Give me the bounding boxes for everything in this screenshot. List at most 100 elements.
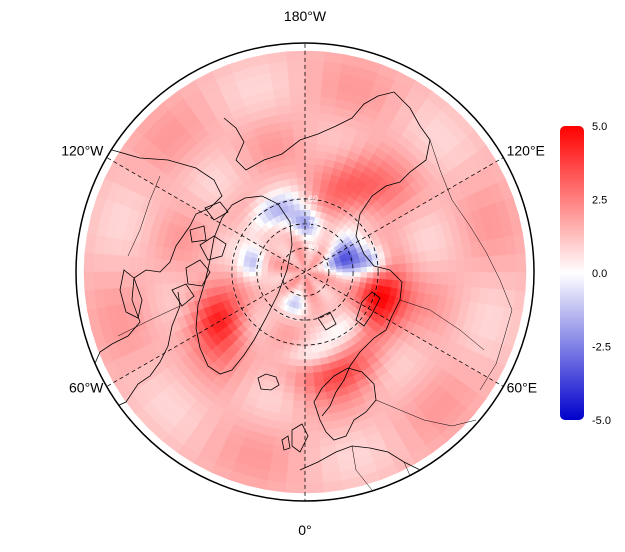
field-cell <box>287 78 306 89</box>
field-cell <box>335 271 343 276</box>
field-cell <box>243 260 251 268</box>
arctic-archipelago-coast <box>171 201 229 307</box>
field-cell <box>190 271 199 283</box>
field-cell <box>496 271 508 290</box>
field-cell <box>210 271 219 281</box>
field-cell <box>242 266 251 273</box>
field-cell <box>83 271 95 292</box>
field-cell <box>297 345 306 354</box>
field-cell <box>304 455 323 466</box>
field-cell <box>300 308 306 316</box>
field-cell <box>298 203 306 211</box>
field-cell <box>288 178 298 187</box>
field-cell <box>288 446 306 457</box>
field-cell <box>249 266 257 273</box>
field-cell <box>292 332 300 341</box>
field-cell <box>290 112 306 122</box>
field-cell <box>390 279 399 289</box>
field-cell <box>312 357 322 366</box>
field-cell <box>304 385 316 394</box>
field-cell <box>236 259 245 267</box>
field-cell <box>297 352 306 360</box>
field-cell <box>463 257 473 273</box>
field-cell <box>304 184 313 192</box>
field-cell <box>455 257 465 273</box>
novaya-zemlya-coast <box>355 291 381 327</box>
field-cell <box>488 254 499 273</box>
field-cell <box>411 261 420 273</box>
field-cell <box>304 203 312 211</box>
field-cell <box>129 256 139 273</box>
field-cell <box>304 371 315 380</box>
field-cell <box>304 234 309 242</box>
field-cell <box>304 78 323 89</box>
field-cell <box>249 262 257 269</box>
field-cell <box>304 96 321 106</box>
field-cell <box>287 69 306 81</box>
svalbard-coast <box>317 311 337 331</box>
field-cell <box>496 254 508 273</box>
field-cell <box>291 414 306 424</box>
field-cell <box>353 271 361 278</box>
longitude-label: 60°W <box>69 380 104 396</box>
field-cell <box>267 268 275 273</box>
field-cell <box>404 271 413 282</box>
field-cell <box>304 69 323 81</box>
field-cell <box>211 279 220 289</box>
field-cell <box>440 271 449 285</box>
field-cell <box>471 271 481 288</box>
field-cell <box>304 365 315 374</box>
field-cell <box>390 255 399 265</box>
field-cell <box>292 128 306 137</box>
field-cell <box>455 271 465 287</box>
latitude-label: 80 <box>308 243 318 253</box>
latitude-label: 70 <box>308 219 318 229</box>
field-cell <box>242 271 251 278</box>
field-cell <box>301 302 306 310</box>
field-cell <box>217 271 225 280</box>
field-cell <box>297 190 306 199</box>
field-cell <box>304 414 319 424</box>
field-cell <box>292 407 306 416</box>
field-cell <box>289 351 299 360</box>
field-cell <box>300 314 306 322</box>
field-cell <box>515 271 527 292</box>
bering-coast <box>223 91 395 171</box>
field-cell <box>304 60 324 72</box>
field-cell <box>312 178 322 187</box>
field-cell <box>297 184 306 192</box>
field-cell <box>120 255 131 273</box>
longitude-label: 60°E <box>507 380 538 396</box>
field-cell <box>111 271 122 290</box>
field-cell <box>304 358 314 367</box>
field-cell <box>432 259 442 273</box>
field-cell <box>304 150 316 159</box>
field-cell <box>359 271 368 278</box>
field-cell <box>385 271 393 280</box>
field-cell <box>175 260 185 273</box>
field-cell <box>93 271 105 291</box>
field-cell <box>230 258 239 267</box>
field-cell <box>83 252 95 273</box>
field-cell <box>161 259 170 273</box>
field-cell <box>304 378 316 387</box>
field-cell <box>298 197 306 205</box>
field-cell <box>294 378 306 387</box>
colorbar-tick-label: 2.5 <box>592 195 607 207</box>
field-cell <box>153 271 163 286</box>
field-cell <box>290 422 306 432</box>
field-cell <box>223 264 232 273</box>
scandinavia-coast <box>313 367 377 441</box>
field-cell <box>290 344 299 353</box>
field-cell <box>175 271 185 284</box>
field-cell <box>217 256 226 266</box>
field-cell <box>290 430 306 440</box>
field-cell <box>304 104 320 114</box>
field-cell <box>304 482 325 494</box>
field-cell <box>301 296 306 304</box>
field-cell <box>261 267 269 273</box>
field-cell <box>418 271 427 283</box>
field-cell <box>359 276 367 284</box>
latitude-labels: 80 70 60 <box>308 194 318 253</box>
coastlines <box>91 91 513 497</box>
